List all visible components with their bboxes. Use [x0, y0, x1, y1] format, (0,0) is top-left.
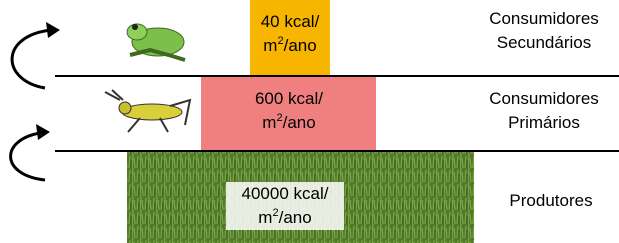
- level-name-line: Produtores: [509, 191, 592, 210]
- energy-amount: 600 kcal/: [255, 89, 323, 108]
- level-name: Consumidores Primários: [489, 89, 599, 132]
- frog-icon: [127, 24, 185, 60]
- energy-unit: m: [263, 36, 277, 55]
- energy-rest: /ano: [284, 36, 317, 55]
- energy-rest: /ano: [279, 208, 312, 227]
- energy-unit: m: [258, 208, 272, 227]
- level-name: Produtores: [509, 191, 592, 210]
- energy-pyramid: 40 kcal/m2/ano 600 kcal/m2/ano 40000 kca…: [0, 0, 619, 243]
- energy-unit: m: [262, 113, 276, 132]
- arrowhead: [36, 124, 50, 140]
- level-name: Consumidores Secundários: [489, 9, 599, 52]
- grasshopper-icon: [105, 90, 190, 132]
- energy-amount: 40 kcal/: [261, 12, 320, 31]
- energy-amount: 40000 kcal/: [242, 184, 329, 203]
- level-name-line: Secundários: [497, 33, 592, 52]
- level-name-line: Consumidores: [489, 89, 599, 108]
- arrowhead: [46, 22, 60, 38]
- flow-arrows: [11, 30, 52, 180]
- energy-rest: /ano: [283, 113, 316, 132]
- level-name-line: Primários: [508, 113, 580, 132]
- level-name-line: Consumidores: [489, 9, 599, 28]
